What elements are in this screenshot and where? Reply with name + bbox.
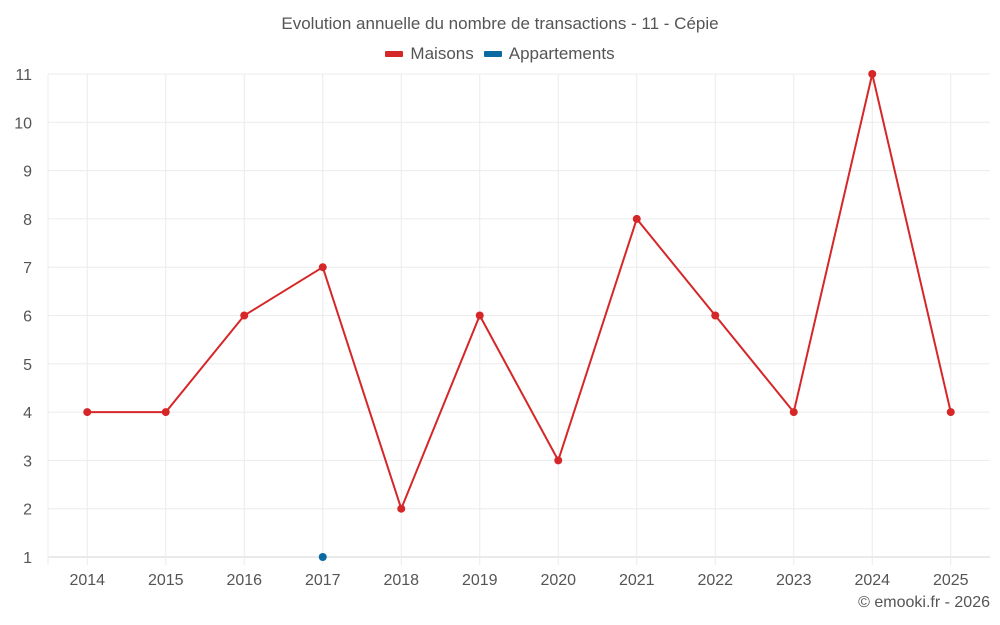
x-tick-label: 2021: [619, 572, 655, 589]
legend-swatch-appartements: [483, 51, 502, 57]
data-point-maisons[interactable]: [240, 311, 249, 320]
legend-label-maisons: Maisons: [410, 44, 474, 63]
data-point-maisons[interactable]: [632, 214, 641, 223]
x-tick-label: 2024: [854, 572, 890, 589]
y-tick-label: 4: [23, 405, 32, 422]
x-tick-label: 2018: [383, 572, 419, 589]
y-tick-label: 11: [15, 67, 32, 84]
x-tick-label: 2017: [305, 572, 341, 589]
y-tick-label: 5: [23, 357, 32, 374]
data-point-maisons[interactable]: [83, 408, 92, 417]
x-tick-label: 2015: [148, 572, 184, 589]
x-tick-label: 2014: [69, 572, 105, 589]
x-tick-label: 2025: [933, 572, 969, 589]
x-axis: 2014 2015 2016 2017 2018 2019 2020 2021 2022 2023…: [69, 572, 968, 589]
y-tick-label: 6: [23, 309, 32, 326]
x-tick-label: 2022: [697, 572, 733, 589]
data-point-maisons[interactable]: [789, 408, 798, 417]
x-tick-label: 2016: [226, 572, 262, 589]
y-tick-label: 1: [23, 550, 32, 567]
data-point-maisons[interactable]: [868, 70, 877, 78]
gridlines: [47, 73, 990, 565]
legend: Maisons Appartements: [0, 44, 1000, 64]
data-point-maisons[interactable]: [475, 311, 484, 320]
series-layer: [83, 70, 955, 561]
data-point-maisons[interactable]: [318, 263, 327, 272]
y-tick-label: 3: [23, 453, 32, 470]
data-point-maisons[interactable]: [946, 408, 955, 417]
y-axis: 1 2 3 4 5 6 7 8 9 10 11: [14, 67, 32, 567]
x-tick-label: 2020: [540, 572, 576, 589]
y-tick-label: 8: [23, 212, 32, 229]
data-point-maisons[interactable]: [397, 504, 406, 513]
credit-text: © emooki.fr - 2026: [858, 594, 990, 611]
y-tick-label: 7: [23, 260, 32, 277]
legend-item-maisons[interactable]: Maisons: [385, 44, 474, 64]
legend-swatch-maisons: [385, 51, 404, 57]
data-point-maisons[interactable]: [554, 456, 563, 465]
x-tick-label: 2019: [462, 572, 498, 589]
legend-label-appartements: Appartements: [508, 44, 615, 63]
data-point-maisons[interactable]: [161, 408, 170, 417]
y-tick-label: 9: [23, 164, 32, 181]
data-point-appartements[interactable]: [318, 553, 327, 561]
y-tick-label: 2: [23, 502, 32, 519]
series-line-maisons: [87, 73, 952, 510]
chart-title: Evolution annuelle du nombre de transact…: [281, 14, 719, 33]
x-tick-label: 2023: [776, 572, 812, 589]
data-point-maisons[interactable]: [711, 311, 720, 320]
y-tick-label: 10: [14, 115, 32, 132]
legend-item-appartements[interactable]: Appartements: [483, 44, 615, 64]
